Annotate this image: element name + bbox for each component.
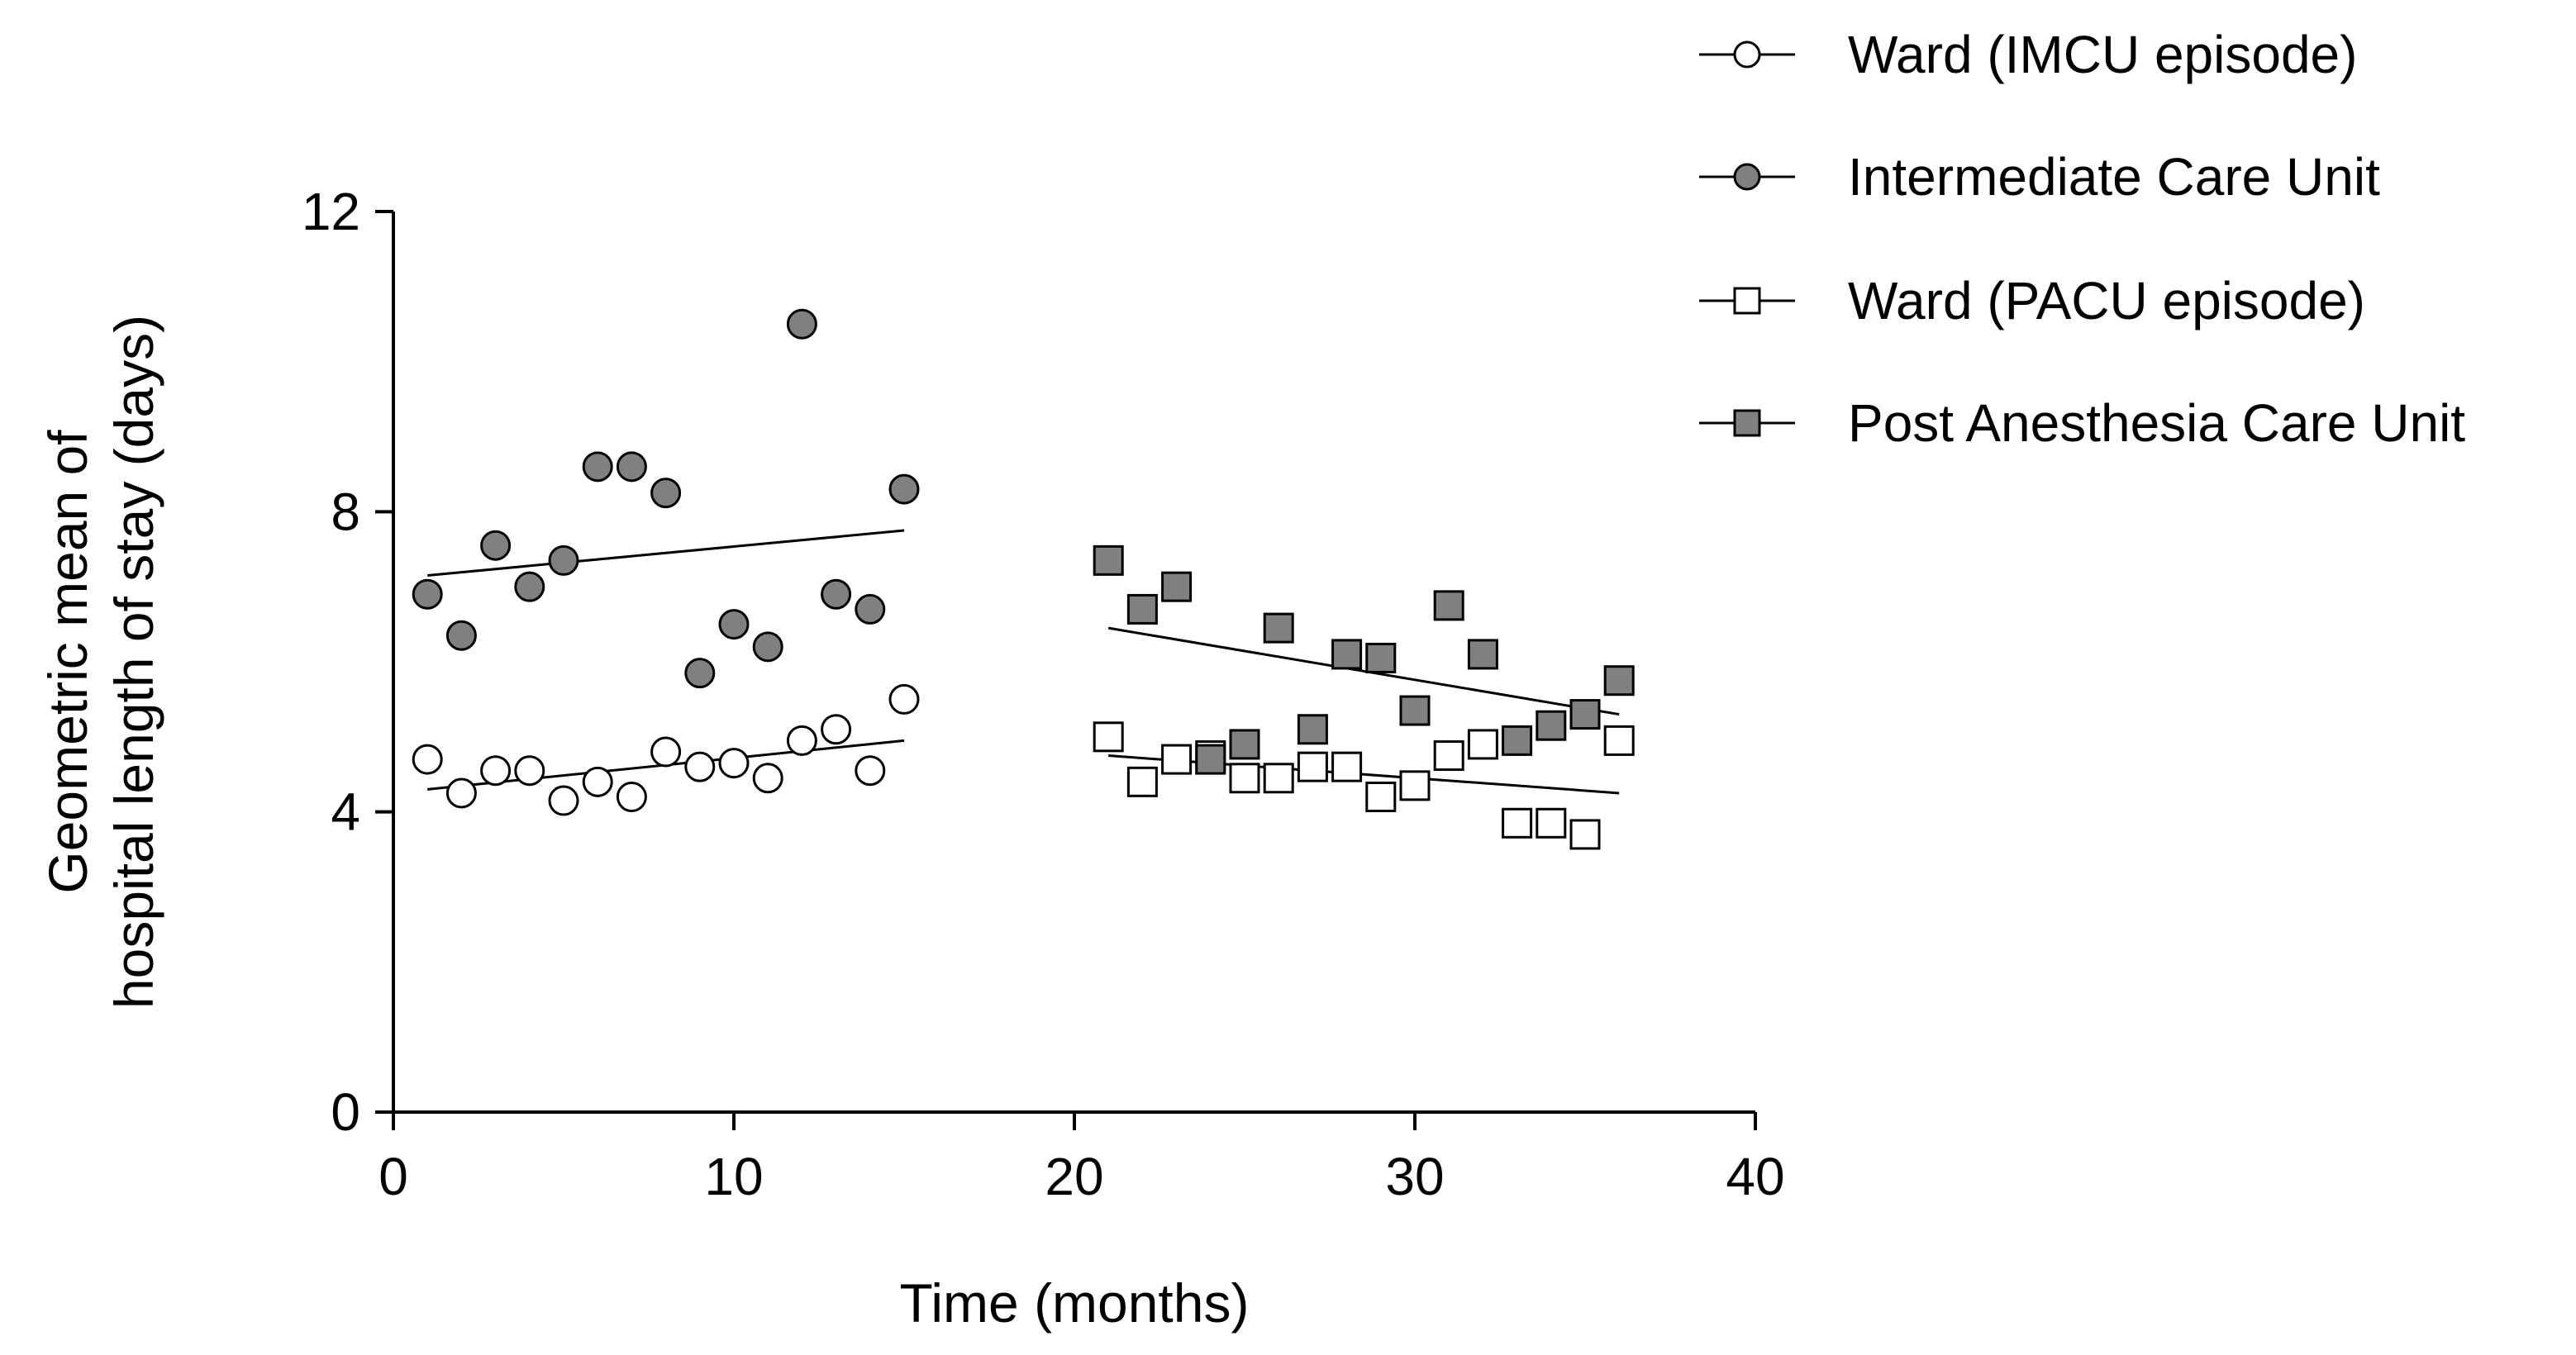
y-axis-title-line-2: hospital length of stay (days)	[103, 315, 164, 1009]
data-point	[480, 530, 512, 561]
data-point	[514, 571, 545, 602]
data-point	[1399, 770, 1431, 801]
y-tick-label: 8	[331, 482, 360, 541]
data-point	[786, 725, 817, 756]
data-point	[752, 631, 783, 663]
legend-marker-square-filled	[1733, 409, 1761, 437]
data-point	[888, 683, 920, 715]
data-point	[1297, 714, 1328, 745]
data-point	[480, 755, 512, 787]
data-point	[548, 785, 579, 816]
legend: Ward (IMCU episode) Intermediate Care Un…	[1699, 25, 2465, 453]
legend-item-imcu: Intermediate Care Unit	[1699, 147, 2380, 207]
x-tick-label: 30	[1385, 1147, 1444, 1206]
data-point	[855, 755, 886, 787]
data-point	[1093, 721, 1124, 753]
data-point	[752, 763, 783, 794]
x-tick-label: 20	[1045, 1147, 1103, 1206]
legend-label: Ward (PACU episode)	[1848, 271, 2365, 330]
data-point	[1331, 639, 1363, 670]
y-axis-title-line-1: Geometric mean of	[37, 430, 98, 894]
data-point	[1229, 729, 1260, 760]
trend-line	[1108, 754, 1620, 795]
data-point	[445, 620, 477, 651]
data-point	[650, 478, 682, 509]
data-point	[582, 451, 613, 483]
x-tick-label: 10	[704, 1147, 763, 1206]
legend-label: Intermediate Care Unit	[1848, 147, 2380, 207]
data-point	[684, 751, 716, 782]
legend-marker-circle-filled	[1733, 163, 1761, 191]
legend-label: Post Anesthesia Care Unit	[1848, 393, 2465, 453]
data-point	[1569, 819, 1601, 850]
data-point	[684, 658, 716, 689]
data-point	[821, 714, 852, 745]
data-point	[1126, 593, 1158, 625]
axes	[392, 212, 1755, 1114]
y-tick-label: 0	[331, 1082, 360, 1142]
data-point	[1161, 571, 1193, 602]
data-point	[514, 755, 545, 787]
data-point	[1502, 725, 1533, 756]
y-tick-label: 12	[302, 182, 360, 241]
data-point	[1433, 740, 1464, 772]
data-point	[1569, 699, 1601, 730]
data-point	[821, 578, 852, 610]
trend-lines	[427, 529, 1620, 795]
data-point	[1502, 807, 1533, 839]
data-point	[1331, 751, 1363, 782]
x-axis-title: Time (months)	[900, 1272, 1250, 1334]
data-point	[718, 748, 750, 779]
data-point	[1195, 744, 1226, 775]
data-point	[445, 777, 477, 809]
legend-marker-circle-open	[1733, 40, 1761, 69]
data-point	[888, 473, 920, 505]
data-points	[412, 308, 1635, 850]
legend-label: Ward (IMCU episode)	[1848, 25, 2357, 84]
data-point	[1603, 725, 1635, 756]
data-point	[1365, 642, 1397, 673]
data-point	[616, 782, 647, 812]
data-point	[1093, 544, 1124, 576]
data-point	[718, 609, 750, 640]
data-point	[1467, 729, 1498, 760]
trend-line	[427, 529, 905, 578]
data-point	[1263, 612, 1294, 644]
data-point	[1297, 751, 1328, 782]
data-point	[1161, 744, 1193, 775]
data-point	[1263, 763, 1294, 794]
legend-marker-square-open	[1733, 287, 1761, 315]
data-point	[1467, 639, 1498, 670]
data-point	[582, 766, 613, 797]
data-point	[1229, 763, 1260, 794]
ticks: 0 10 20 30 40 0 4 8 12	[302, 182, 1785, 1206]
legend-item-ward-pacu: Ward (PACU episode)	[1699, 271, 2365, 330]
trend-line	[1107, 626, 1620, 716]
data-point	[1536, 710, 1567, 741]
data-point	[786, 308, 817, 340]
legend-item-ward-imcu: Ward (IMCU episode)	[1699, 25, 2357, 84]
data-point	[1365, 782, 1397, 812]
data-point	[650, 736, 682, 768]
y-axis-title: Geometric mean of hospital length of sta…	[37, 315, 164, 1009]
x-tick-label: 40	[1726, 1147, 1784, 1206]
y-tick-label: 4	[331, 782, 360, 842]
data-point	[616, 451, 647, 483]
legend-item-pacu: Post Anesthesia Care Unit	[1699, 393, 2465, 453]
data-point	[1399, 695, 1431, 726]
data-point	[855, 593, 886, 625]
data-point	[1536, 807, 1567, 839]
data-point	[412, 744, 443, 775]
x-tick-label: 0	[379, 1147, 408, 1206]
data-point	[548, 544, 579, 576]
data-point	[1433, 590, 1464, 621]
data-point	[412, 578, 443, 610]
data-point	[1126, 766, 1158, 797]
data-point	[1603, 665, 1635, 697]
